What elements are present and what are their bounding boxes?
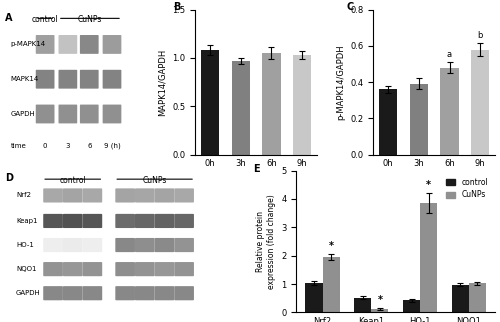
- Bar: [440, 68, 459, 155]
- Text: D: D: [5, 174, 13, 184]
- Text: CuNPs: CuNPs: [78, 15, 102, 24]
- FancyBboxPatch shape: [135, 286, 154, 300]
- FancyBboxPatch shape: [174, 214, 194, 228]
- FancyBboxPatch shape: [135, 262, 154, 276]
- Text: 6: 6: [87, 143, 92, 149]
- Text: GAPDH: GAPDH: [16, 290, 40, 296]
- FancyBboxPatch shape: [154, 238, 174, 252]
- Text: 3: 3: [66, 143, 70, 149]
- Bar: [372, 309, 388, 312]
- Text: control: control: [32, 15, 58, 24]
- Y-axis label: Relative protein
expression (fold change): Relative protein expression (fold change…: [256, 194, 276, 289]
- FancyBboxPatch shape: [154, 188, 174, 203]
- Text: a: a: [447, 50, 452, 59]
- FancyBboxPatch shape: [43, 286, 63, 300]
- Legend: control, CuNPs: control, CuNPs: [443, 175, 491, 203]
- Text: GAPDH: GAPDH: [10, 111, 35, 117]
- FancyBboxPatch shape: [174, 238, 194, 252]
- FancyBboxPatch shape: [63, 188, 82, 203]
- FancyBboxPatch shape: [63, 286, 82, 300]
- FancyBboxPatch shape: [135, 214, 154, 228]
- FancyBboxPatch shape: [116, 286, 135, 300]
- FancyBboxPatch shape: [82, 286, 102, 300]
- Bar: [293, 55, 312, 155]
- Bar: [262, 53, 280, 155]
- Text: E: E: [252, 164, 260, 174]
- Text: *: *: [328, 242, 334, 251]
- Bar: [306, 283, 322, 312]
- FancyBboxPatch shape: [82, 262, 102, 276]
- FancyBboxPatch shape: [63, 262, 82, 276]
- FancyBboxPatch shape: [135, 188, 154, 203]
- FancyBboxPatch shape: [82, 214, 102, 228]
- Bar: [201, 50, 219, 155]
- FancyBboxPatch shape: [116, 188, 135, 203]
- FancyBboxPatch shape: [116, 238, 135, 252]
- Text: Nrf2: Nrf2: [16, 193, 31, 198]
- Bar: [322, 257, 340, 312]
- FancyBboxPatch shape: [174, 188, 194, 203]
- Text: Keap1: Keap1: [16, 218, 38, 224]
- Y-axis label: p-MAPK14/GAPDH: p-MAPK14/GAPDH: [336, 44, 345, 120]
- FancyBboxPatch shape: [36, 35, 54, 54]
- FancyBboxPatch shape: [43, 238, 63, 252]
- Text: B: B: [174, 3, 181, 13]
- FancyBboxPatch shape: [102, 105, 122, 123]
- Text: 0: 0: [43, 143, 48, 149]
- Text: control: control: [60, 176, 86, 185]
- Bar: [232, 61, 250, 155]
- Bar: [469, 283, 486, 312]
- FancyBboxPatch shape: [154, 286, 174, 300]
- Y-axis label: MAPK14/GAPDH: MAPK14/GAPDH: [158, 49, 167, 116]
- Text: A: A: [5, 13, 12, 23]
- FancyBboxPatch shape: [154, 262, 174, 276]
- Text: *: *: [378, 295, 382, 305]
- Text: *: *: [426, 181, 431, 191]
- FancyBboxPatch shape: [154, 214, 174, 228]
- Text: MAPK14: MAPK14: [10, 76, 38, 82]
- FancyBboxPatch shape: [102, 35, 122, 54]
- Text: CuNPs: CuNPs: [142, 176, 167, 185]
- FancyBboxPatch shape: [58, 105, 77, 123]
- FancyBboxPatch shape: [58, 70, 77, 89]
- FancyBboxPatch shape: [116, 262, 135, 276]
- FancyBboxPatch shape: [102, 70, 122, 89]
- Text: p-MAPK14: p-MAPK14: [10, 42, 45, 47]
- FancyBboxPatch shape: [80, 70, 98, 89]
- FancyBboxPatch shape: [82, 238, 102, 252]
- FancyBboxPatch shape: [82, 188, 102, 203]
- Bar: [471, 50, 490, 155]
- Bar: [452, 285, 469, 312]
- FancyBboxPatch shape: [116, 214, 135, 228]
- Text: b: b: [478, 31, 483, 40]
- FancyBboxPatch shape: [43, 214, 63, 228]
- Bar: [410, 84, 428, 155]
- FancyBboxPatch shape: [174, 262, 194, 276]
- FancyBboxPatch shape: [63, 238, 82, 252]
- Text: time: time: [10, 143, 26, 149]
- FancyBboxPatch shape: [58, 35, 77, 54]
- FancyBboxPatch shape: [36, 105, 54, 123]
- Bar: [420, 203, 437, 312]
- Bar: [403, 300, 420, 312]
- FancyBboxPatch shape: [36, 70, 54, 89]
- FancyBboxPatch shape: [80, 35, 98, 54]
- FancyBboxPatch shape: [174, 286, 194, 300]
- Bar: [379, 90, 398, 155]
- FancyBboxPatch shape: [63, 214, 82, 228]
- Text: C: C: [346, 3, 354, 13]
- Text: 9 (h): 9 (h): [104, 143, 120, 149]
- Bar: [354, 298, 372, 312]
- Text: HO-1: HO-1: [16, 242, 34, 248]
- FancyBboxPatch shape: [80, 105, 98, 123]
- Text: NQO1: NQO1: [16, 266, 36, 272]
- FancyBboxPatch shape: [43, 262, 63, 276]
- FancyBboxPatch shape: [135, 238, 154, 252]
- FancyBboxPatch shape: [43, 188, 63, 203]
